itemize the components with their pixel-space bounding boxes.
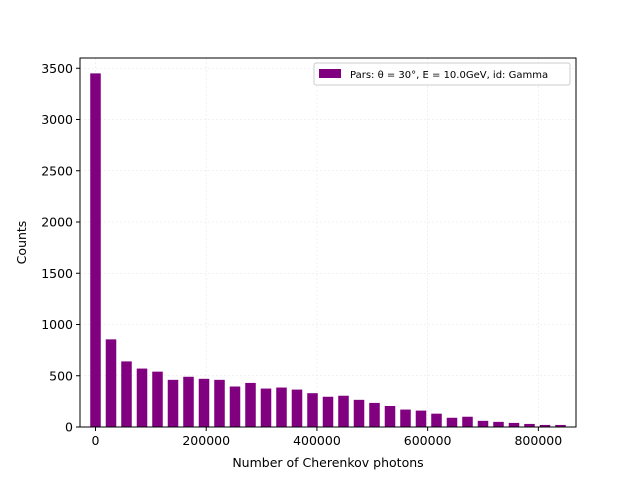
bar xyxy=(152,371,163,427)
bar xyxy=(384,405,396,427)
bar xyxy=(121,361,132,427)
bar xyxy=(167,379,179,427)
bar xyxy=(477,420,489,427)
y-tick-label: 2500 xyxy=(41,163,73,178)
x-tick-label: 200000 xyxy=(182,433,230,448)
bar xyxy=(105,339,117,427)
bars xyxy=(90,73,566,427)
x-axis-ticks: 0 200000 400000 600000 800000 xyxy=(92,427,562,448)
y-axis-ticks: 0 500 1000 1500 2000 2500 3000 3500 xyxy=(41,61,80,435)
bar xyxy=(353,399,365,427)
bar xyxy=(400,409,411,427)
y-tick-label: 0 xyxy=(65,420,73,435)
bar xyxy=(214,379,225,427)
bar xyxy=(136,368,148,427)
bar xyxy=(276,387,287,427)
bar xyxy=(415,410,427,427)
bar xyxy=(493,421,504,427)
bar xyxy=(245,382,256,427)
bar xyxy=(524,423,535,427)
legend-box xyxy=(313,62,571,86)
bar xyxy=(291,389,303,427)
y-tick-label: 3500 xyxy=(41,61,73,76)
bar xyxy=(90,73,101,427)
bar xyxy=(307,393,318,427)
x-tick-label: 800000 xyxy=(514,433,562,448)
y-tick-label: 1500 xyxy=(41,266,73,281)
bar xyxy=(198,378,210,427)
bar xyxy=(229,386,241,427)
bar xyxy=(369,402,380,427)
bar xyxy=(183,376,194,427)
x-tick-label: 400000 xyxy=(293,433,341,448)
bar xyxy=(446,417,458,427)
x-axis-title: Number of Cherenkov photons xyxy=(232,455,423,470)
legend-swatch xyxy=(319,69,341,78)
legend: Pars: θ = 30°, E = 10.0GeV, id: Gamma xyxy=(313,62,571,86)
y-tick-label: 2000 xyxy=(41,215,73,230)
y-tick-label: 500 xyxy=(49,368,73,383)
bar xyxy=(462,416,473,427)
x-tick-label: 0 xyxy=(92,433,100,448)
bar xyxy=(508,422,520,427)
legend-label: Pars: θ = 30°, E = 10.0GeV, id: Gamma xyxy=(350,70,548,81)
bar xyxy=(539,424,551,427)
bar xyxy=(338,395,349,427)
y-tick-label: 1000 xyxy=(41,317,73,332)
y-tick-label: 3000 xyxy=(41,112,73,127)
y-axis-title: Counts xyxy=(14,221,29,265)
plot-area-frame xyxy=(79,57,577,428)
bar xyxy=(260,388,272,427)
bar xyxy=(555,424,566,427)
bar xyxy=(431,413,442,427)
x-tick-label: 600000 xyxy=(404,433,452,448)
bar xyxy=(322,396,334,427)
